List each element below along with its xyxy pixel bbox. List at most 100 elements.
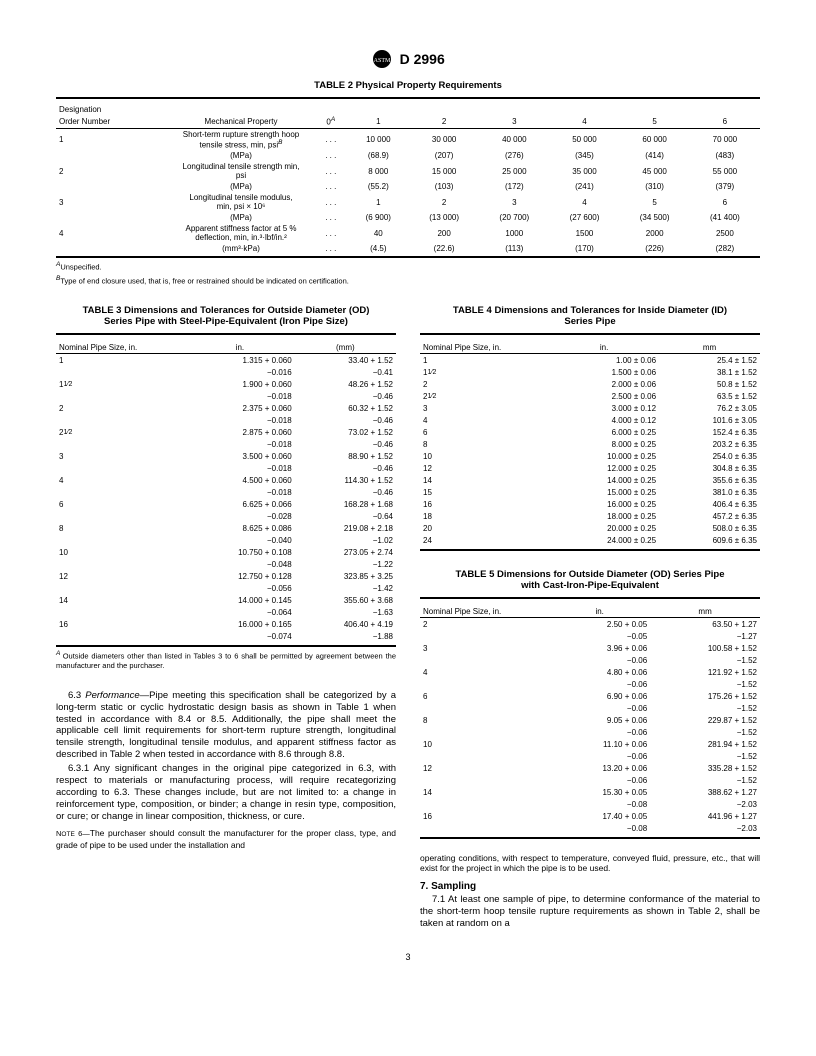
table-row: −0.06−1.52 (420, 678, 760, 690)
table-row: 1616.000 ± 0.25406.4 ± 6.35 (420, 498, 760, 510)
t2-h-mech: Mechanical Property (168, 115, 314, 128)
astm-logo-icon: ASTM (371, 48, 393, 70)
table-row: −0.08−2.03 (420, 822, 760, 834)
table-row: −0.06−1.52 (420, 702, 760, 714)
t2-col3: 3 (479, 115, 549, 128)
body-left: 6.3 Performance—Pipe meeting this specif… (56, 690, 396, 850)
table-row: 1212.750 + 0.128323.85 + 3.25 (56, 570, 396, 582)
t2-col6: 6 (690, 115, 760, 128)
table-row: 89.05 + 0.06229.87 + 1.52 (420, 714, 760, 726)
table-row: 1818.000 ± 0.25457.2 ± 6.35 (420, 510, 760, 522)
table2: Designation Order Number Mechanical Prop… (56, 97, 760, 258)
table-row: 33.000 ± 0.1276.2 ± 3.05 (420, 402, 760, 414)
table-row: 1Short-term rupture strength hooptensile… (56, 128, 760, 150)
t2-fn-a: AUnspecified. (56, 261, 760, 272)
table5: Nominal Pipe Size, in. in. mm 22.50 + 0.… (420, 597, 760, 839)
table2-title: TABLE 2 Physical Property Requirements (56, 80, 760, 91)
section-7-head: 7. Sampling (420, 881, 760, 892)
t4-h0: Nominal Pipe Size, in. (420, 341, 549, 354)
note-6-left: NOTE 6—The purchaser should consult the … (56, 828, 396, 850)
table-row: 66.000 ± 0.25152.4 ± 6.35 (420, 426, 760, 438)
t5-h1: in. (549, 605, 650, 618)
note-6-right: operating conditions, with respect to te… (420, 853, 760, 873)
para-6-3: 6.3 Performance—Pipe meeting this specif… (56, 690, 396, 761)
table-row: 21⁄22.875 + 0.06073.02 + 1.52 (56, 426, 396, 438)
table-row: 1414.000 ± 0.25355.6 ± 6.35 (420, 474, 760, 486)
t3-h2: (mm) (295, 341, 396, 354)
t4-h2: mm (659, 341, 760, 354)
table-row: −0.06−1.52 (420, 654, 760, 666)
page-number: 3 (56, 952, 760, 962)
para-7-1: 7.1 At least one sample of pipe, to dete… (420, 894, 760, 930)
doc-number: D 2996 (400, 51, 445, 67)
table-row: 22.375 + 0.06060.32 + 1.52 (56, 402, 396, 414)
table-row: −0.018−0.46 (56, 462, 396, 474)
table-row: 22.50 + 0.0563.50 + 1.27 (420, 618, 760, 631)
table-row: 88.000 ± 0.25203.2 ± 6.35 (420, 438, 760, 450)
t2-h-desig: Designation (56, 104, 168, 115)
table-row: 11⁄21.500 ± 0.0638.1 ± 1.52 (420, 366, 760, 378)
table-row: 1010.000 ± 0.25254.0 ± 6.35 (420, 450, 760, 462)
table-row: (MPa). . .(6 900)(13 000)(20 700)(27 600… (56, 212, 760, 223)
table-row: −0.06−1.52 (420, 774, 760, 786)
table-row: (MPa). . .(68.9)(207)(276)(345)(414)(483… (56, 150, 760, 161)
table-row: −0.05−1.27 (420, 630, 760, 642)
table-row: 2020.000 ± 0.25508.0 ± 6.35 (420, 522, 760, 534)
table-row: −0.048−1.22 (56, 558, 396, 570)
table-row: (mm³·kPa). . .(4.5)(22.6)(113)(170)(226)… (56, 243, 760, 254)
t5-h2: mm (650, 605, 760, 618)
t2-col2: 2 (409, 115, 479, 128)
table-row: 11.315 + 0.06033.40 + 1.52 (56, 354, 396, 367)
table-row: 1212.000 ± 0.25304.8 ± 6.35 (420, 462, 760, 474)
table-row: 2424.000 ± 0.25609.6 ± 6.35 (420, 534, 760, 546)
table-row: 33.96 + 0.06100.58 + 1.52 (420, 642, 760, 654)
table4: Nominal Pipe Size, in. in. mm 11.00 ± 0.… (420, 333, 760, 551)
t2-fn-b: BType of end closure used, that is, free… (56, 275, 760, 286)
svg-text:ASTM: ASTM (374, 58, 391, 64)
t3-h0: Nominal Pipe Size, in. (56, 341, 185, 354)
table-row: −0.018−0.46 (56, 390, 396, 402)
doc-header: ASTM D 2996 (56, 48, 760, 70)
table4-title: TABLE 4 Dimensions and Tolerances for In… (420, 305, 760, 327)
table-row: 66.90 + 0.06175.26 + 1.52 (420, 690, 760, 702)
t2-h-order: Order Number (56, 115, 168, 128)
t2-col5: 5 (620, 115, 690, 128)
table-row: −0.064−1.63 (56, 606, 396, 618)
table-row: 21⁄22.500 ± 0.0663.5 ± 1.52 (420, 390, 760, 402)
table-row: 11.00 ± 0.0625.4 ± 1.52 (420, 354, 760, 367)
t2-col4: 4 (549, 115, 619, 128)
table-row: −0.016−0.41 (56, 366, 396, 378)
table-row: 22.000 ± 0.0650.8 ± 1.52 (420, 378, 760, 390)
t5-h0: Nominal Pipe Size, in. (420, 605, 549, 618)
table-row: 1617.40 + 0.05441.96 + 1.27 (420, 810, 760, 822)
table-row: 1616.000 + 0.165406.40 + 4.19 (56, 618, 396, 630)
table-row: −0.08−2.03 (420, 798, 760, 810)
table3: Nominal Pipe Size, in. in. (mm) 11.315 +… (56, 333, 396, 647)
table-row: −0.018−0.46 (56, 414, 396, 426)
table-row: −0.018−0.46 (56, 438, 396, 450)
table-row: 1011.10 + 0.06281.94 + 1.52 (420, 738, 760, 750)
t3-fn: A Outside diameters other than listed in… (56, 650, 396, 670)
table-row: 1010.750 + 0.108273.05 + 2.74 (56, 546, 396, 558)
table-row: −0.028−0.64 (56, 510, 396, 522)
body-right: 7.1 At least one sample of pipe, to dete… (420, 894, 760, 930)
table-row: 4Apparent stiffness factor at 5 %deflect… (56, 223, 760, 243)
table-row: 44.80 + 0.06121.92 + 1.52 (420, 666, 760, 678)
t2-col0: 0A (314, 115, 348, 128)
t3-h1: in. (185, 341, 294, 354)
table-row: 44.000 ± 0.12101.6 ± 3.05 (420, 414, 760, 426)
table-row: −0.040−1.02 (56, 534, 396, 546)
table-row: 1515.000 ± 0.25381.0 ± 6.35 (420, 486, 760, 498)
t2-col1: 1 (348, 115, 409, 128)
table-row: −0.074−1.88 (56, 630, 396, 642)
table-row: 1415.30 + 0.05388.62 + 1.27 (420, 786, 760, 798)
table-row: 1414.000 + 0.145355.60 + 3.68 (56, 594, 396, 606)
t4-h1: in. (549, 341, 659, 354)
table-row: 66.625 + 0.066168.28 + 1.68 (56, 498, 396, 510)
table-row: (MPa). . .(55.2)(103)(172)(241)(310)(379… (56, 181, 760, 192)
table-row: −0.06−1.52 (420, 750, 760, 762)
table-row: 44.500 + 0.060114.30 + 1.52 (56, 474, 396, 486)
para-6-3-1: 6.3.1 Any significant changes in the ori… (56, 763, 396, 822)
table-row: 1213.20 + 0.06335.28 + 1.52 (420, 762, 760, 774)
table-row: 33.500 + 0.06088.90 + 1.52 (56, 450, 396, 462)
